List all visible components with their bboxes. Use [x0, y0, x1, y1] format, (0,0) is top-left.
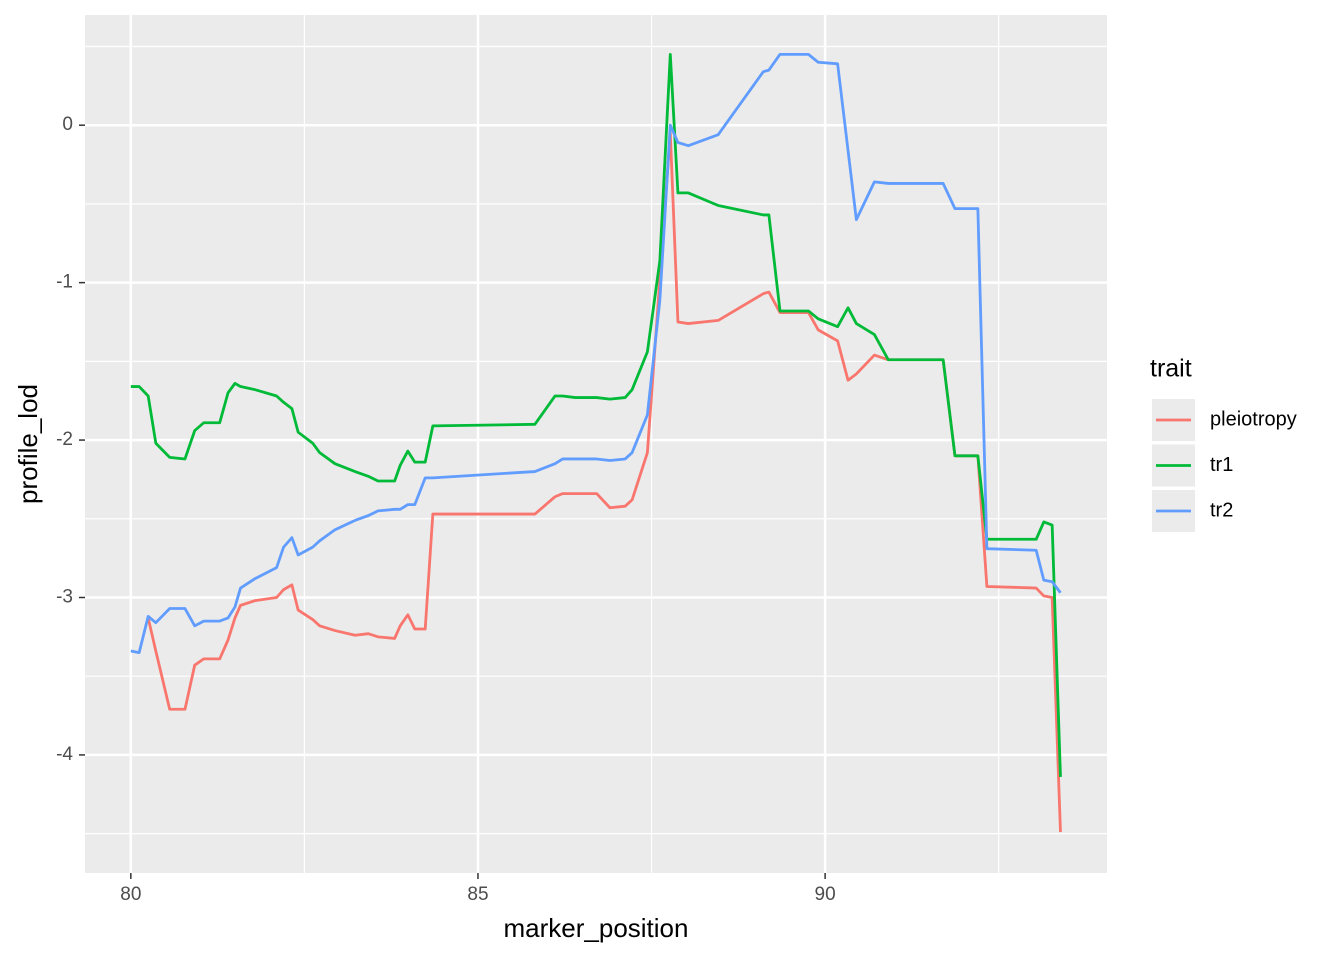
y-tick-label: 0 [62, 114, 73, 135]
y-tick-label: -3 [56, 587, 73, 608]
grid [85, 15, 1107, 873]
x-tick-label: 90 [815, 884, 836, 905]
lines [130, 52, 1062, 833]
legend-label: tr1 [1210, 454, 1233, 476]
y-tick-label: -4 [56, 744, 73, 765]
legend-title: trait [1150, 355, 1192, 383]
y-axis-title: profile_lod [13, 384, 43, 504]
series-line [146, 131, 1062, 833]
x-tick-label: 80 [120, 884, 141, 905]
panel-background [85, 15, 1107, 873]
x-tick-label: 85 [467, 884, 488, 905]
legend-label: tr2 [1210, 499, 1233, 521]
y-tick-label: -1 [56, 272, 73, 293]
axes: 80 85 90 -4 -3 -2 -1 0 [56, 114, 836, 905]
series-line [130, 52, 1062, 654]
legend-label: pleiotropy [1210, 408, 1297, 430]
x-axis-title: marker_position [504, 913, 689, 943]
y-tick-label: -2 [56, 429, 73, 450]
legend: trait pleiotropy tr1 tr2 [1150, 355, 1297, 532]
series-line [130, 52, 1062, 778]
